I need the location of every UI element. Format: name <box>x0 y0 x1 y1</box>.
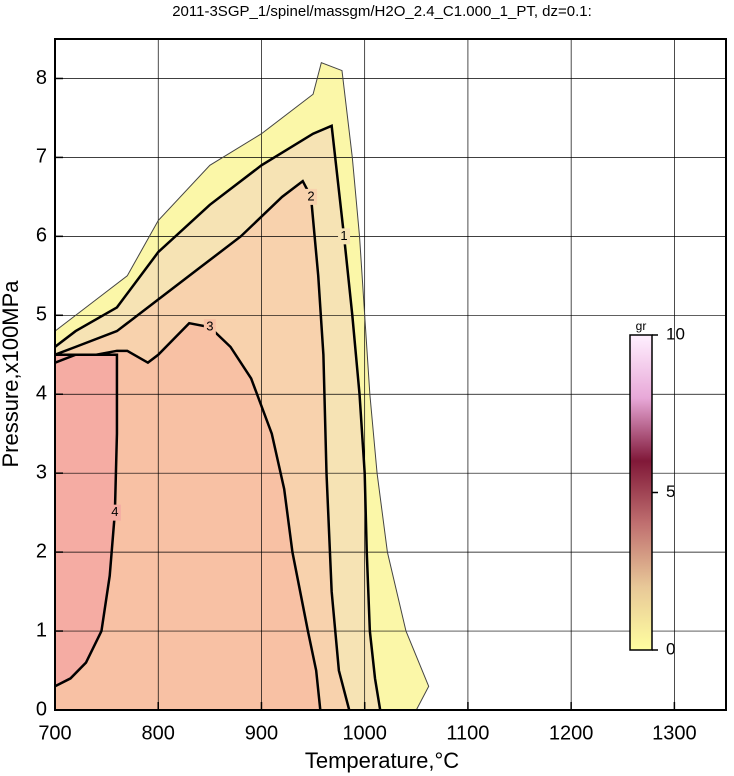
colorbar-label: gr <box>636 319 647 333</box>
x-tick-label: 1000 <box>342 722 387 744</box>
plot-frame <box>54 38 727 711</box>
y-tick-label: 8 <box>36 67 47 89</box>
y-tick-label: 5 <box>36 304 47 326</box>
contour-region <box>55 354 117 710</box>
contour-label-bg <box>338 228 351 245</box>
x-tick-label: 1200 <box>549 722 594 744</box>
contour-label-bg <box>108 504 121 521</box>
chart-title: 2011-3SGP_1/spinel/massgm/H2O_2.4_C1.000… <box>172 3 592 20</box>
x-tick-label: 900 <box>245 722 278 744</box>
contour-label: 1 <box>340 228 347 243</box>
y-tick-label: 1 <box>36 619 47 641</box>
contour-line <box>55 124 382 710</box>
contour-lines: 1 2 3 4 <box>55 62 430 710</box>
contour-line <box>55 179 351 710</box>
contour-line <box>55 321 322 710</box>
colorbar-scale <box>629 334 653 651</box>
colorbar: 0 5 10 gr <box>629 319 685 658</box>
colorbar-tick-label: 5 <box>666 482 675 501</box>
colorbar-tick-label: 0 <box>666 639 675 658</box>
y-tick-label: 7 <box>36 146 47 168</box>
x-axis-label: Temperature,°C <box>305 748 459 773</box>
y-tick-label: 2 <box>36 540 47 562</box>
contour-label: 2 <box>307 188 314 203</box>
contour-region <box>55 323 321 710</box>
y-tick-label: 3 <box>36 461 47 483</box>
contour-label: 3 <box>206 319 213 334</box>
colorbar-tick-label: 10 <box>666 324 685 343</box>
contour-fills <box>55 62 429 710</box>
contour-label-bg <box>305 188 318 205</box>
y-axis-label: Pressure,x100MPa <box>0 280 23 468</box>
x-tick-label: 1100 <box>446 722 489 744</box>
x-tick-label: 800 <box>142 722 175 744</box>
contour-line <box>55 353 119 688</box>
y-tick-label: 0 <box>36 698 47 720</box>
contour-label-bg <box>203 319 216 336</box>
contour-label: 4 <box>111 504 118 519</box>
x-tick-label: 700 <box>38 722 71 744</box>
y-tick-label: 4 <box>36 383 47 405</box>
contour-line <box>55 62 430 710</box>
x-tick-label: 1300 <box>652 722 697 744</box>
y-tick-label: 6 <box>36 225 47 247</box>
